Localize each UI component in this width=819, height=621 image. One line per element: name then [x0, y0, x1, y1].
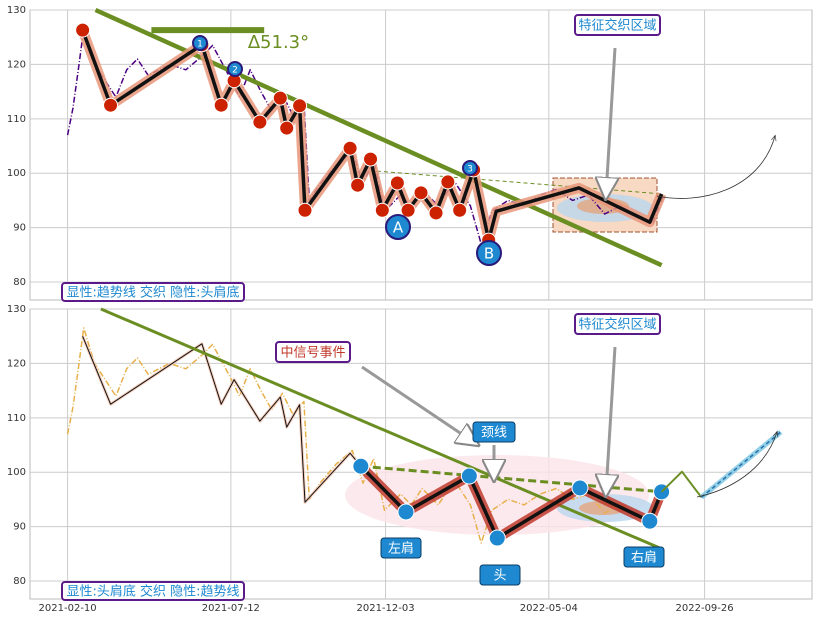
vertex-marker — [428, 205, 444, 221]
y-tick-label: 90 — [13, 223, 26, 234]
vertex-marker — [75, 22, 91, 38]
line-dash — [360, 464, 662, 494]
x-tick-label: 2021-07-12 — [202, 603, 260, 614]
label-box — [479, 564, 521, 586]
label-box — [472, 421, 516, 443]
vertex-marker — [272, 90, 288, 106]
y-tick-label: 80 — [13, 277, 26, 288]
line-proj — [700, 431, 782, 498]
label-box — [380, 537, 422, 559]
point-label: 2 — [232, 66, 238, 76]
y-tick-label: 130 — [7, 304, 26, 315]
curve-arrow — [656, 136, 775, 199]
y-tick-label: 130 — [7, 5, 26, 16]
point-badge — [227, 61, 243, 77]
vertex-marker — [488, 529, 506, 547]
y-tick-label: 100 — [7, 467, 26, 478]
vertex-marker — [397, 503, 415, 521]
x-tick-label: 2021-12-03 — [356, 603, 414, 614]
label-text: 颈线 — [481, 426, 507, 441]
vertex-marker — [279, 120, 295, 136]
label-box — [61, 282, 245, 302]
x-tick-label: 2021-02-10 — [39, 603, 97, 614]
vertex-marker — [440, 174, 456, 190]
arrow — [606, 47, 615, 195]
line-dash — [362, 169, 662, 195]
point-badge — [462, 160, 478, 176]
y-tick-label: 80 — [13, 576, 26, 587]
label-text: 显性:头肩底 交织 隐性:趋势线 — [66, 584, 239, 600]
line-thin — [82, 336, 362, 503]
y-tick-label: 110 — [7, 413, 26, 424]
vertex-marker — [641, 512, 659, 530]
y-tick-label: 120 — [7, 358, 26, 369]
arrow — [361, 365, 475, 443]
vertex-marker — [460, 467, 478, 485]
point-label: A — [393, 219, 404, 237]
label-box — [574, 313, 661, 335]
y-tick-label: 120 — [7, 59, 26, 70]
vertex-marker — [103, 97, 119, 113]
top-chart — [30, 7, 812, 300]
point-badge — [192, 35, 208, 51]
point-label: 3 — [467, 165, 473, 175]
y-tick-label: 110 — [7, 114, 26, 125]
point-badge — [385, 214, 411, 240]
line-dashdot — [66, 28, 665, 245]
label-box — [623, 546, 665, 568]
label-text: 左肩 — [388, 541, 414, 557]
line-flat — [660, 470, 703, 498]
point-badge — [476, 240, 502, 266]
label-text: 头 — [493, 569, 506, 584]
vertex-marker — [252, 114, 268, 130]
label-text: 显性:趋势线 交织 隐性:头肩底 — [66, 285, 239, 301]
vertex-marker — [374, 202, 390, 218]
label-text: 右肩 — [631, 550, 657, 566]
x-tick-label: 2022-05-04 — [520, 603, 578, 614]
x-tick-label: 2022-09-26 — [676, 603, 734, 614]
vertex-marker — [352, 457, 370, 475]
vertex-marker — [297, 202, 313, 218]
vertex-marker — [342, 140, 358, 156]
line-trend — [100, 307, 661, 550]
label-text: 特征交织区域 — [578, 18, 656, 34]
bottom-chart — [30, 307, 812, 599]
label-text: 特征交织区域 — [578, 317, 656, 333]
curve-arrow — [696, 432, 777, 498]
vertex-marker — [452, 202, 468, 218]
label-text: 中信号事件 — [280, 346, 345, 361]
vertex-marker — [213, 97, 229, 113]
line-dashdot — [66, 327, 665, 544]
vertex-marker — [292, 98, 308, 114]
vertex-marker — [389, 175, 405, 191]
vertex-marker — [413, 185, 429, 201]
label-box — [574, 14, 661, 36]
vertex-marker — [350, 177, 366, 193]
arrow — [606, 346, 615, 492]
label-box — [275, 341, 351, 363]
label-box — [61, 581, 245, 601]
vertex-marker — [571, 479, 589, 497]
point-label: 1 — [197, 40, 203, 50]
y-tick-label: 100 — [7, 168, 26, 179]
angle-label: ∆51.3° — [247, 32, 309, 53]
y-tick-label: 90 — [13, 522, 26, 533]
vertex-marker — [400, 202, 416, 218]
point-label: B — [484, 245, 494, 263]
vertex-marker — [363, 151, 379, 167]
line-zigzag — [80, 29, 664, 242]
